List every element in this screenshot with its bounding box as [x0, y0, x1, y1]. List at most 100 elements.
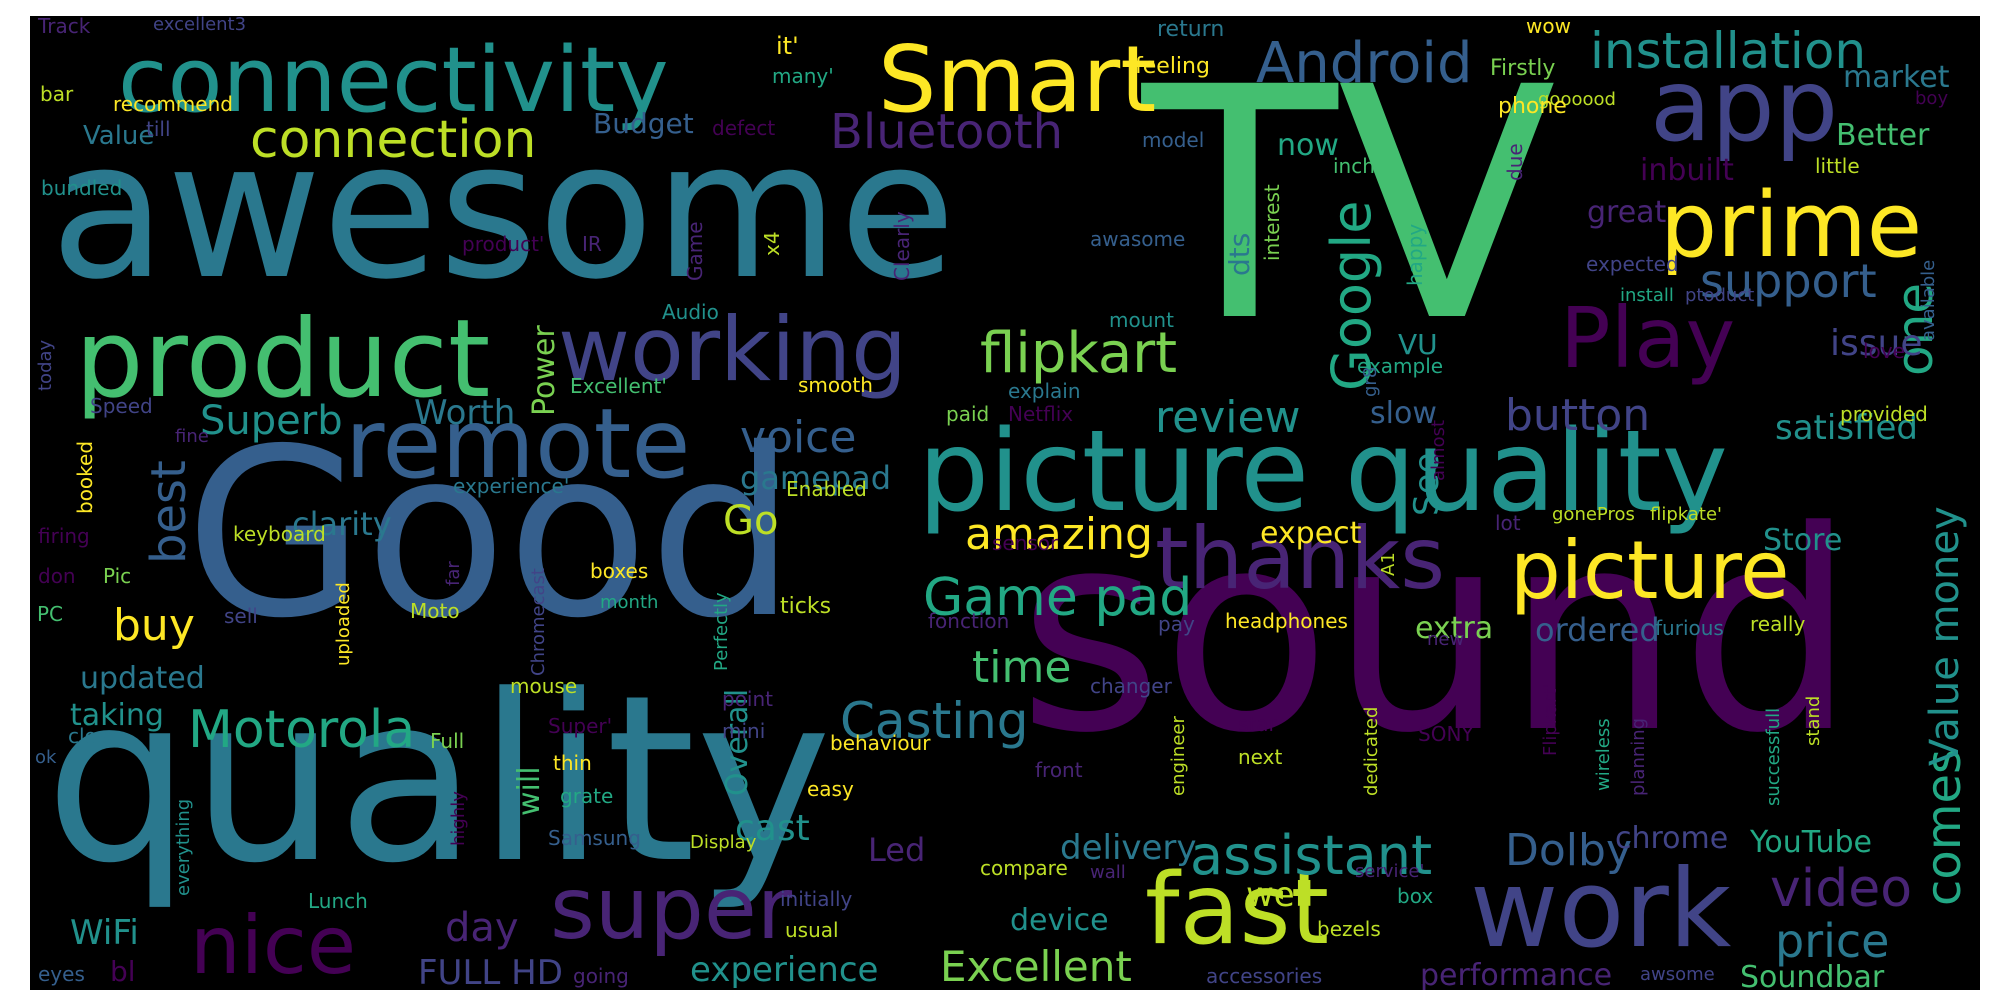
word-value-money: Value money — [1922, 506, 1968, 766]
word-wireless: wireless — [1593, 718, 1614, 791]
word-review: review — [1155, 392, 1301, 443]
word-quality: quality — [45, 647, 832, 914]
word-install: install — [1620, 285, 1674, 306]
word-casting: Casting — [840, 692, 1029, 750]
word-taking: taking — [70, 698, 164, 733]
word-defect: defect — [712, 116, 776, 140]
word-motorola: Motorola — [188, 700, 416, 760]
word-day: day — [445, 905, 519, 951]
word-mount: mount — [1109, 308, 1174, 332]
word-soundbar: Soundbar — [1740, 960, 1885, 991]
word-full: Full — [430, 729, 465, 753]
word-happy: happy — [1403, 223, 1427, 286]
word-speed: Speed — [90, 394, 153, 418]
word-service-q: service' — [1355, 861, 1425, 882]
word-stand: stand — [1803, 695, 1824, 746]
word-now: now — [1277, 128, 1339, 163]
word-gonepros: gonePros — [1552, 504, 1635, 525]
word-wifi: WiFi — [70, 913, 139, 953]
word-month: month — [600, 592, 659, 613]
word-highly: highly — [448, 791, 469, 846]
word-phone: phone — [1498, 94, 1567, 119]
word-pay: pay — [1158, 612, 1195, 636]
word-really: really — [1750, 612, 1806, 636]
word-little: little — [1815, 154, 1860, 178]
word-almost: almost — [1428, 419, 1449, 481]
word-going: going — [573, 964, 629, 988]
word-compare: compare — [980, 856, 1068, 880]
word-super: super — [550, 859, 793, 959]
word-awsome: awsome — [1640, 964, 1715, 985]
word-button: button — [1505, 390, 1651, 441]
word-performance: performance — [1420, 958, 1613, 991]
word-sound: sound — [1018, 473, 1856, 794]
word-changer: changer — [1090, 674, 1172, 698]
word-it: it' — [776, 32, 799, 60]
word-delivery: delivery — [1060, 828, 1197, 868]
word-voice: voice — [740, 412, 857, 463]
word-bezels: bezels — [1317, 917, 1381, 941]
word-paid: paid — [946, 402, 990, 426]
word-behaviour: behaviour — [830, 731, 931, 755]
word-available: available — [1918, 259, 1939, 341]
word-excellent-q: Excellent' — [570, 374, 667, 398]
word-close: close — [68, 724, 120, 748]
word-smart: Smart — [878, 26, 1157, 133]
word-sensor: sensor — [992, 531, 1059, 555]
word-cloud: TV sound Good quality awesome picture qu… — [30, 16, 1980, 990]
word-smooth: smooth — [798, 373, 873, 397]
word-till: till — [146, 117, 171, 141]
word-furious: furious — [1655, 616, 1724, 640]
word-today: today — [35, 339, 56, 391]
word-better: Better — [1836, 118, 1930, 153]
word-star: star — [1238, 712, 1277, 736]
word-display: Display — [690, 832, 757, 853]
word-easy: easy — [807, 777, 854, 801]
word-awasome: awasome — [1090, 227, 1186, 251]
word-bar: bar — [40, 82, 74, 106]
word-love: love — [1863, 339, 1905, 363]
word-track: Track — [38, 16, 91, 38]
word-android: Android — [1256, 31, 1473, 96]
word-ticks: ticks — [780, 594, 832, 619]
word-ir: IR — [582, 232, 602, 256]
word-full-hd: FULL HD — [418, 953, 563, 990]
word-gr8: gr8 — [1360, 366, 1381, 397]
word-super-q: Super' — [548, 714, 613, 738]
word-headphones: headphones — [1225, 609, 1348, 633]
word-market: market — [1843, 60, 1950, 95]
word-experience-q: experience' — [453, 474, 570, 498]
word-go: Go — [723, 498, 779, 544]
word-firstly: Firstly — [1490, 56, 1556, 81]
word-youtube: YouTube — [1750, 825, 1872, 860]
word-new: new — [1427, 629, 1465, 650]
word-worth: Worth — [414, 393, 516, 433]
word-ptoduct: ptoduct — [1685, 285, 1755, 306]
word-engineer: engineer — [1168, 716, 1189, 796]
word-mini: mini — [722, 719, 766, 743]
word-picture: picture — [1510, 524, 1790, 617]
word-clarity: clarity — [292, 505, 392, 543]
word-x4: x4 — [760, 231, 784, 256]
word-value: Value — [83, 121, 155, 151]
word-enabled: Enabled — [786, 477, 867, 501]
word-uploaded: uploaded — [333, 582, 354, 666]
word-cast: cast — [735, 808, 810, 849]
word-good: Good — [185, 399, 796, 669]
word-sony: SONY — [1418, 722, 1474, 746]
word-flipkate: flipkate' — [1650, 504, 1722, 525]
word-assistant: assistant — [1190, 824, 1433, 887]
word-chrome: chrome — [1615, 821, 1729, 856]
word-buy: buy — [113, 600, 195, 651]
word-recommend: recommend — [113, 92, 233, 116]
word-connection: connection — [250, 110, 537, 170]
word-excellent: Excellent — [940, 942, 1132, 990]
word-amazing: amazing — [965, 509, 1153, 560]
word-far: far — [443, 561, 464, 586]
word-expect: expect — [1260, 516, 1362, 551]
word-game: Game — [683, 221, 707, 281]
word-grate: grate — [560, 784, 614, 808]
word-ordered: ordered — [1535, 611, 1660, 649]
word-issue: issue — [1830, 323, 1923, 364]
word-superb: Superb — [200, 398, 343, 444]
